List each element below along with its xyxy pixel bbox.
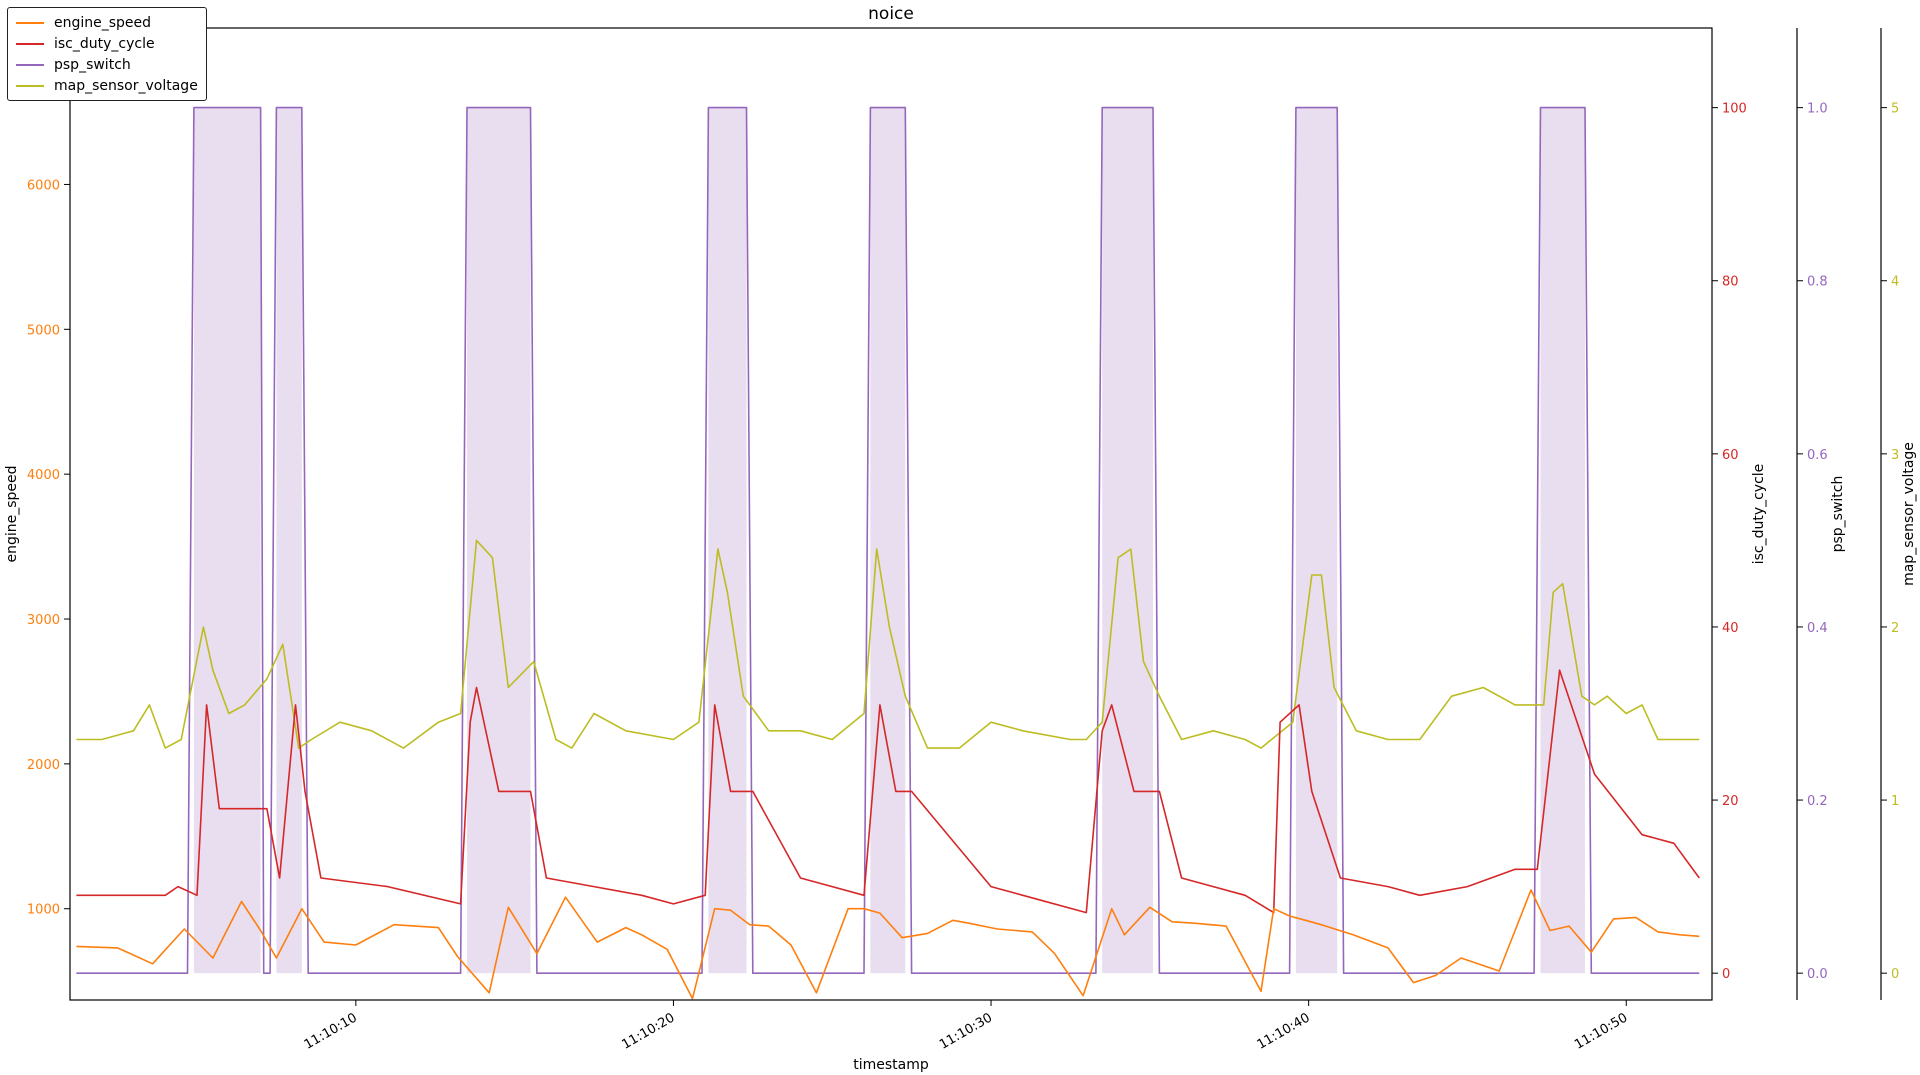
series-line-engine-speed (76, 889, 1700, 1000)
series-line-isc-duty-cycle (76, 669, 1700, 914)
legend-label: isc_duty_cycle (54, 35, 155, 52)
legend-swatch (16, 63, 44, 66)
legend-label: psp_switch (54, 56, 131, 73)
engine-speed-tick-label: 5000 (27, 323, 60, 338)
engine-speed-tick-label: 1000 (27, 903, 60, 918)
series-lines (76, 106, 1700, 1000)
engine-speed-tick-label: 3000 (27, 613, 60, 628)
legend-swatch (16, 84, 44, 87)
psp-switch-tick-label: 0.2 (1807, 794, 1828, 809)
map-sensor-voltage-tick-label: 1 (1891, 794, 1899, 809)
engine-speed-axis-label: engine_speed (4, 465, 20, 562)
legend-item-engine-speed: engine_speed (16, 12, 198, 33)
isc-duty-cycle-tick-label: 80 (1722, 275, 1739, 290)
map-sensor-voltage-tick-label: 4 (1891, 275, 1899, 290)
plot-frame (69, 27, 1713, 1001)
isc-duty-cycle-tick-label: 60 (1722, 448, 1739, 463)
isc-duty-cycle-tick-label: 40 (1722, 621, 1739, 636)
engine-speed-tick-label: 2000 (27, 758, 60, 773)
psp-switch-tick-label: 1.0 (1807, 102, 1828, 117)
map-sensor-voltage-axis-label: map_sensor_voltage (1901, 442, 1917, 586)
series-line-psp-switch (76, 106, 1700, 975)
legend-item-psp-switch: psp_switch (16, 54, 198, 75)
isc-duty-cycle-tick-label: 0 (1722, 967, 1730, 982)
psp-fill-region (870, 107, 906, 974)
engine-speed-tick-label: 4000 (27, 468, 60, 483)
chart-title: noice (868, 4, 914, 24)
psp-fill-region (193, 107, 261, 974)
isc-duty-cycle-tick-label: 100 (1722, 102, 1747, 117)
psp-switch-axis-label: psp_switch (1830, 476, 1846, 553)
legend: engine_speed isc_duty_cycle psp_switch map_… (7, 7, 207, 101)
psp-fill-region (1102, 107, 1154, 974)
psp-fill-region (467, 107, 531, 974)
legend-item-isc-duty-cycle: isc_duty_cycle (16, 33, 198, 54)
psp-fill-region (276, 107, 302, 974)
engine-speed-tick-label: 6000 (27, 178, 60, 193)
map-sensor-voltage-tick-label: 2 (1891, 621, 1899, 636)
legend-swatch (16, 42, 44, 45)
legend-label: map_sensor_voltage (54, 77, 198, 94)
legend-swatch (16, 21, 44, 24)
psp-fill-regions (193, 107, 1585, 974)
legend-label: engine_speed (54, 14, 152, 31)
psp-fill-region (1540, 107, 1585, 974)
psp-switch-tick-label: 0.8 (1807, 275, 1828, 290)
isc-duty-cycle-tick-label: 20 (1722, 794, 1739, 809)
psp-switch-tick-label: 0.0 (1807, 967, 1828, 982)
isc-duty-cycle-axis-label: isc_duty_cycle (1751, 464, 1767, 565)
psp-switch-tick-label: 0.6 (1807, 448, 1828, 463)
psp-fill-region (708, 107, 747, 974)
legend-item-map-sensor-voltage: map_sensor_voltage (16, 75, 198, 96)
psp-fill-region (1295, 107, 1338, 974)
map-sensor-voltage-tick-label: 5 (1891, 102, 1899, 117)
x-axis-label: timestamp (853, 1057, 929, 1073)
map-sensor-voltage-tick-label: 0 (1891, 967, 1899, 982)
psp-switch-tick-label: 0.4 (1807, 621, 1828, 636)
map-sensor-voltage-tick-label: 3 (1891, 448, 1899, 463)
